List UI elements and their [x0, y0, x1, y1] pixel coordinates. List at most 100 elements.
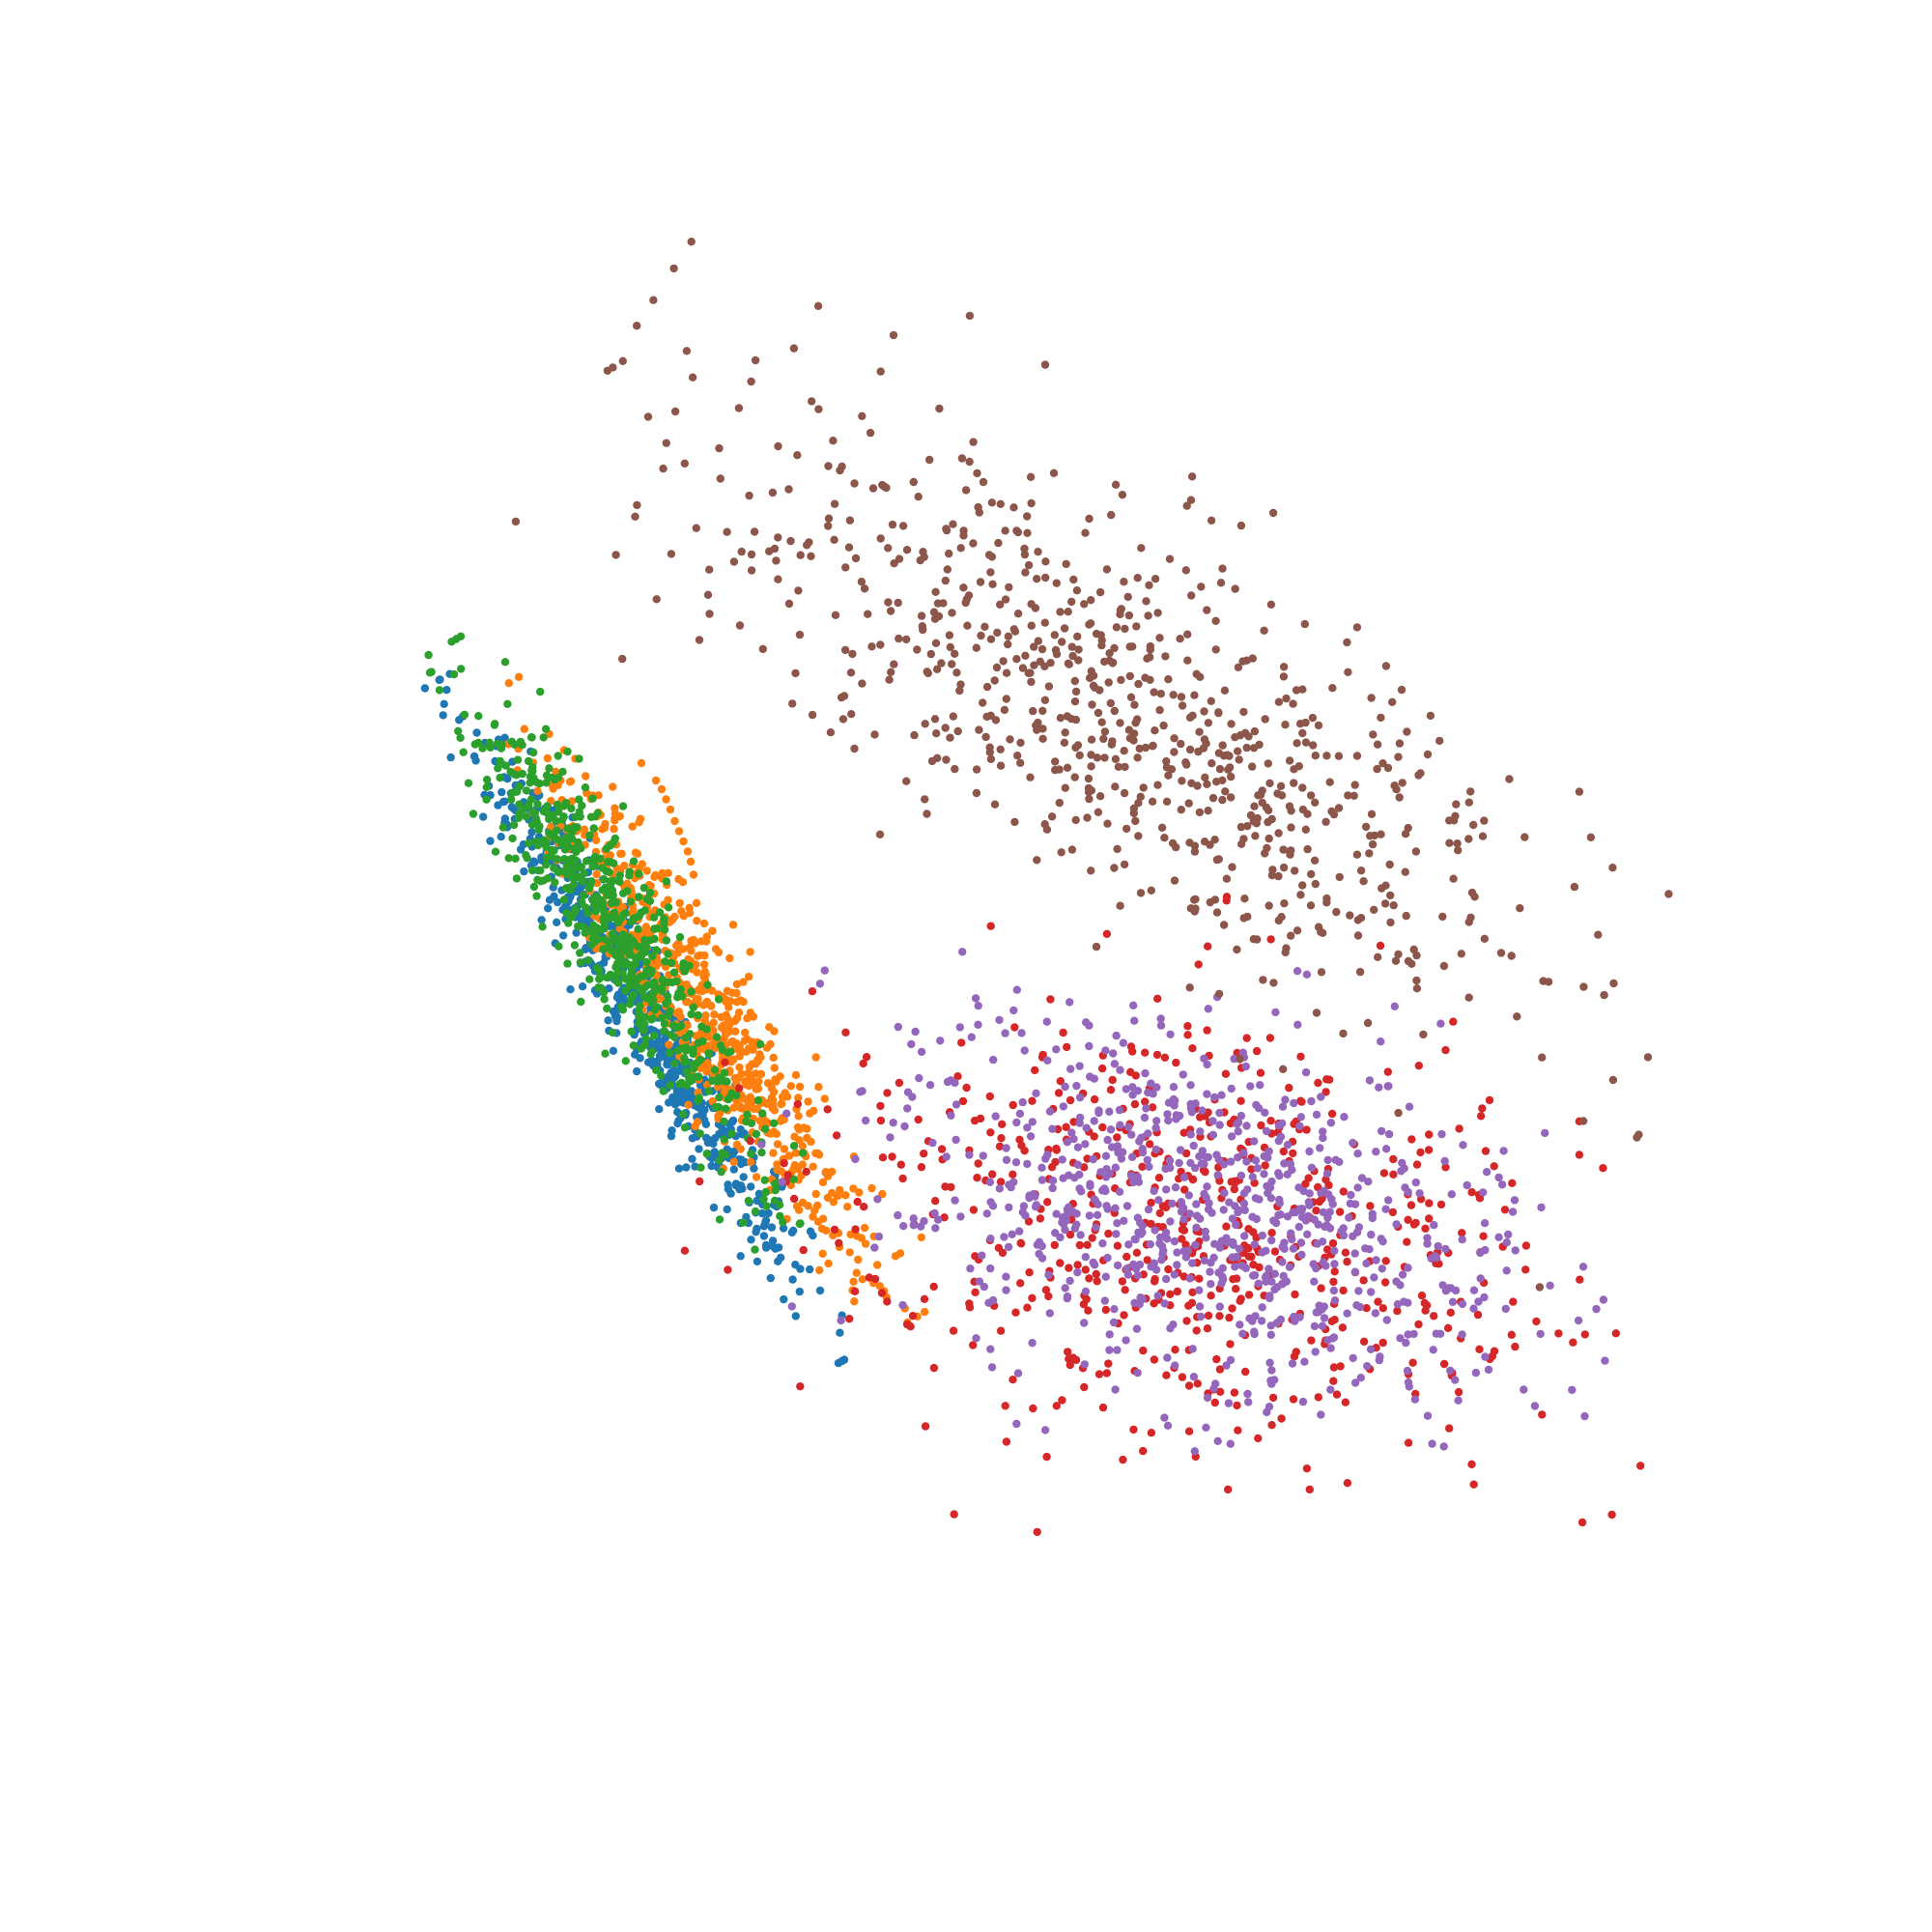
- scatter-point: [1270, 1376, 1279, 1384]
- scatter-point: [1235, 1244, 1244, 1254]
- scatter-point: [930, 715, 940, 724]
- scatter-point: [1109, 1049, 1118, 1058]
- scatter-point: [1185, 983, 1194, 992]
- scatter-point: [1480, 934, 1490, 943]
- scatter-point: [1098, 1239, 1107, 1248]
- scatter-point: [1388, 1208, 1398, 1217]
- scatter-point: [777, 1099, 785, 1109]
- scatter-point: [566, 832, 575, 840]
- scatter-point: [1283, 1141, 1293, 1150]
- scatter-point: [1023, 1123, 1032, 1132]
- scatter-point: [687, 947, 696, 955]
- scatter-point: [1389, 901, 1398, 910]
- scatter-point: [1369, 730, 1378, 739]
- scatter-point: [609, 891, 617, 899]
- scatter-point: [1306, 901, 1316, 910]
- scatter-point: [1242, 1034, 1251, 1042]
- scatter-point: [1300, 1357, 1309, 1366]
- scatter-point: [920, 1294, 929, 1304]
- scatter-point: [840, 645, 850, 655]
- scatter-point: [830, 535, 838, 544]
- scatter-point: [715, 1093, 724, 1102]
- scatter-point: [1367, 1288, 1376, 1296]
- scatter-point: [1220, 1188, 1229, 1198]
- scatter-point: [859, 1059, 867, 1068]
- scatter-point: [1241, 1367, 1250, 1377]
- scatter-point: [921, 795, 929, 804]
- scatter-point: [1303, 844, 1312, 854]
- scatter-point: [943, 565, 952, 574]
- scatter-point: [805, 538, 813, 547]
- scatter-point: [675, 898, 684, 908]
- scatter-point: [1133, 715, 1142, 724]
- scatter-point: [678, 992, 687, 1001]
- scatter-point: [1329, 1286, 1339, 1295]
- scatter-point: [1255, 740, 1264, 750]
- scatter-point: [420, 684, 430, 693]
- scatter-point: [1410, 1395, 1420, 1404]
- scatter-point: [1111, 1385, 1120, 1394]
- scatter-point: [1182, 1317, 1191, 1325]
- scatter-point: [564, 919, 573, 927]
- scatter-point: [1344, 668, 1352, 676]
- scatter-point: [830, 1225, 839, 1235]
- scatter-point: [1416, 1148, 1425, 1157]
- scatter-point: [1236, 521, 1246, 530]
- scatter-point: [1190, 847, 1200, 856]
- scatter-point: [542, 771, 552, 780]
- scatter-point: [1124, 611, 1134, 620]
- scatter-point: [1326, 1385, 1335, 1394]
- scatter-point: [917, 1047, 926, 1057]
- scatter-point: [1449, 874, 1458, 883]
- scatter-point: [1067, 642, 1077, 651]
- scatter-point: [1423, 1411, 1433, 1420]
- scatter-point: [988, 1202, 998, 1210]
- scatter-point: [1133, 1173, 1143, 1181]
- series-group: [680, 893, 1645, 1537]
- scatter-point: [1401, 830, 1410, 838]
- scatter-point: [516, 737, 526, 747]
- scatter-point: [1441, 1163, 1450, 1172]
- scatter-point: [1366, 832, 1375, 840]
- scatter-point: [1378, 1338, 1387, 1348]
- scatter-point: [1248, 1317, 1257, 1325]
- scatter-point: [637, 1044, 645, 1053]
- scatter-point: [578, 876, 587, 886]
- scatter-point: [1181, 1253, 1191, 1262]
- scatter-point: [1185, 745, 1195, 754]
- scatter-point: [815, 1265, 824, 1275]
- scatter-point: [1330, 1267, 1339, 1276]
- scatter-point: [1166, 1030, 1175, 1039]
- scatter-point: [1153, 781, 1162, 789]
- scatter-point: [1182, 501, 1191, 510]
- scatter-point: [767, 1084, 777, 1093]
- scatter-point: [973, 469, 981, 478]
- scatter-point: [967, 1033, 976, 1041]
- scatter-point: [687, 238, 696, 246]
- scatter-point: [736, 996, 745, 1005]
- scatter-point: [1024, 1217, 1034, 1226]
- scatter-point: [543, 874, 553, 883]
- scatter-point: [1289, 1244, 1298, 1253]
- scatter-point: [894, 598, 902, 608]
- scatter-point: [665, 1040, 673, 1049]
- scatter-point: [1312, 1308, 1321, 1317]
- scatter-point: [1356, 914, 1366, 923]
- scatter-point: [1102, 929, 1112, 938]
- scatter-point: [963, 621, 972, 630]
- scatter-point: [667, 550, 676, 558]
- scatter-point: [737, 1069, 746, 1079]
- scatter-point: [588, 927, 597, 937]
- scatter-point: [660, 914, 668, 923]
- scatter-point: [1192, 1223, 1201, 1233]
- scatter-point: [699, 1061, 709, 1070]
- scatter-point: [995, 1015, 1004, 1025]
- scatter-point: [858, 412, 867, 420]
- scatter-point: [1150, 1299, 1158, 1308]
- scatter-point: [522, 786, 531, 795]
- scatter-point: [1072, 1081, 1081, 1091]
- scatter-point: [539, 733, 548, 742]
- scatter-point: [667, 958, 676, 967]
- scatter-point: [1267, 1277, 1276, 1286]
- scatter-point: [731, 1180, 740, 1190]
